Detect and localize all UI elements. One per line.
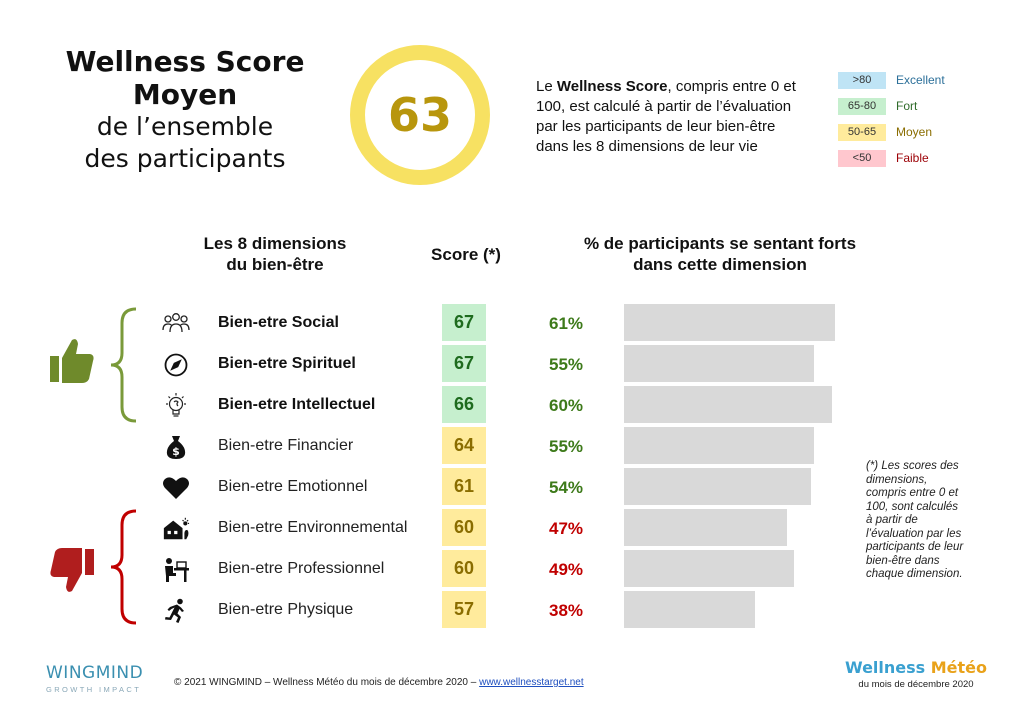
logo-subtitle: du mois de décembre 2020: [858, 679, 974, 690]
percent-label: 47%: [549, 519, 584, 538]
copyright-text: © 2021 WINGMIND – Wellness Météo du mois…: [174, 677, 480, 688]
percent-bar: [624, 304, 835, 341]
legend-label: Fort: [896, 99, 918, 113]
dimension-name: Bien-etre Physique: [218, 601, 354, 618]
dimension-row: Bien-etre Spirituel 67 55%: [0, 345, 1024, 385]
legend-swatch: 65-80: [838, 97, 886, 115]
percent-bar: [624, 468, 811, 505]
thumbs-up-icon: [50, 339, 94, 383]
percent-header-line-2: dans cette dimension: [633, 255, 807, 274]
svg-text:$: $: [172, 445, 180, 458]
dimension-score: 60: [442, 550, 486, 587]
money-bag-icon: $: [162, 434, 190, 460]
footnote: (*) Les scores des dimensions, compris e…: [866, 460, 964, 580]
percent-label: 60%: [549, 396, 584, 415]
percent-label: 54%: [549, 478, 584, 497]
wingmind-logo: WINGMIND GROWTH IMPACT: [46, 663, 143, 694]
negative-brace: [110, 509, 137, 625]
dimension-row: Bien-etre Environnemental 60 47%: [0, 509, 1024, 549]
percent-label: 49%: [549, 560, 584, 579]
legend-label: Faible: [896, 151, 929, 165]
logo-word-wellness: Wellness: [844, 658, 926, 677]
percent-bar: [624, 550, 794, 587]
people-icon: [162, 311, 190, 337]
score-legend: >80 Excellent 65-80 Fort 50-65 Moyen <50 Faible: [838, 70, 945, 174]
percent-label: 55%: [549, 355, 584, 374]
dimension-name: Bien-etre Social: [218, 314, 339, 331]
website-link[interactable]: www.wellnesstarget.net: [479, 677, 584, 688]
percent-bar: [624, 427, 814, 464]
percent-label: 61%: [549, 314, 584, 333]
percent-bar: [624, 386, 832, 423]
thumbs-down-icon: [50, 548, 94, 592]
wellness-meteo-logo: Wellness Météo du mois de décembre 2020: [826, 658, 1006, 690]
legend-item: <50 Faible: [838, 148, 945, 168]
legend-label: Moyen: [896, 125, 933, 139]
dimension-score: 57: [442, 591, 486, 628]
percent-label: 55%: [549, 437, 584, 456]
legend-label: Excellent: [896, 73, 945, 87]
dimension-score: 60: [442, 509, 486, 546]
dimension-score: 61: [442, 468, 486, 505]
desk-worker-icon: [162, 557, 190, 583]
title-line-4: des participants: [84, 144, 286, 173]
dimension-score: 64: [442, 427, 486, 464]
dimension-row: $ Bien-etre Financier 64 55%: [0, 427, 1024, 467]
dimension-score: 67: [442, 345, 486, 382]
dimension-name: Bien-etre Emotionnel: [218, 478, 368, 495]
page-title: Wellness Score Moyen de l’ensemble des p…: [40, 45, 330, 175]
dimension-name: Bien-etre Spirituel: [218, 355, 356, 372]
legend-swatch: >80: [838, 71, 886, 89]
score-description: Le Wellness Score, compris entre 0 et 10…: [536, 77, 811, 157]
runner-icon: [162, 598, 190, 624]
title-line-1: Wellness Score: [65, 45, 305, 78]
dimension-score: 67: [442, 304, 486, 341]
dimension-row: Bien-etre Intellectuel 66 60%: [0, 386, 1024, 426]
house-icon: [162, 516, 190, 542]
dimension-row: Bien-etre Social 67 61%: [0, 304, 1024, 344]
heart-icon: [162, 475, 190, 501]
legend-item: 65-80 Fort: [838, 96, 945, 116]
title-line-3: de l’ensemble: [96, 112, 274, 141]
positive-brace: [110, 307, 137, 423]
dimension-score: 66: [442, 386, 486, 423]
legend-swatch: <50: [838, 149, 886, 167]
dimensions-header-line-1: Les 8 dimensions: [203, 234, 347, 253]
wingmind-tagline: GROWTH IMPACT: [46, 685, 142, 694]
wellness-score-value: 63: [387, 88, 452, 142]
dimension-row: Bien-etre Emotionnel 61 54%: [0, 468, 1024, 508]
description-prefix: Le: [536, 78, 557, 95]
dimensions-header: Les 8 dimensions du bien-être: [160, 233, 390, 275]
description-rest: , compris entre 0 et 100, est calculé à …: [536, 78, 796, 155]
compass-icon: [162, 352, 190, 378]
dimension-name: Bien-etre Intellectuel: [218, 396, 376, 413]
percent-header: % de participants se sentant forts dans …: [540, 233, 900, 275]
dimension-name: Bien-etre Professionnel: [218, 560, 385, 577]
legend-item: >80 Excellent: [838, 70, 945, 90]
dimension-row: Bien-etre Professionnel 60 49%: [0, 550, 1024, 590]
legend-item: 50-65 Moyen: [838, 122, 945, 142]
percent-bar: [624, 509, 787, 546]
percent-bar: [624, 345, 814, 382]
wingmind-brand: WINGMIND: [46, 663, 144, 683]
score-header: Score (*): [431, 245, 501, 264]
legend-swatch: 50-65: [838, 123, 886, 141]
dimension-name: Bien-etre Environnemental: [218, 519, 408, 536]
percent-bar: [624, 591, 755, 628]
dimensions-header-line-2: du bien-être: [226, 255, 324, 274]
description-bold: Wellness Score: [556, 78, 668, 95]
dimension-name: Bien-etre Financier: [218, 437, 354, 454]
dimension-row: Bien-etre Physique 57 38%: [0, 591, 1024, 631]
percent-label: 38%: [549, 601, 584, 620]
percent-header-line-1: % de participants se sentant forts: [583, 234, 857, 253]
title-line-2: Moyen: [132, 78, 238, 111]
lightbulb-icon: [162, 393, 190, 419]
footer-copyright: © 2021 WINGMIND – Wellness Météo du mois…: [174, 677, 584, 688]
logo-word-meteo: Météo: [930, 658, 988, 677]
